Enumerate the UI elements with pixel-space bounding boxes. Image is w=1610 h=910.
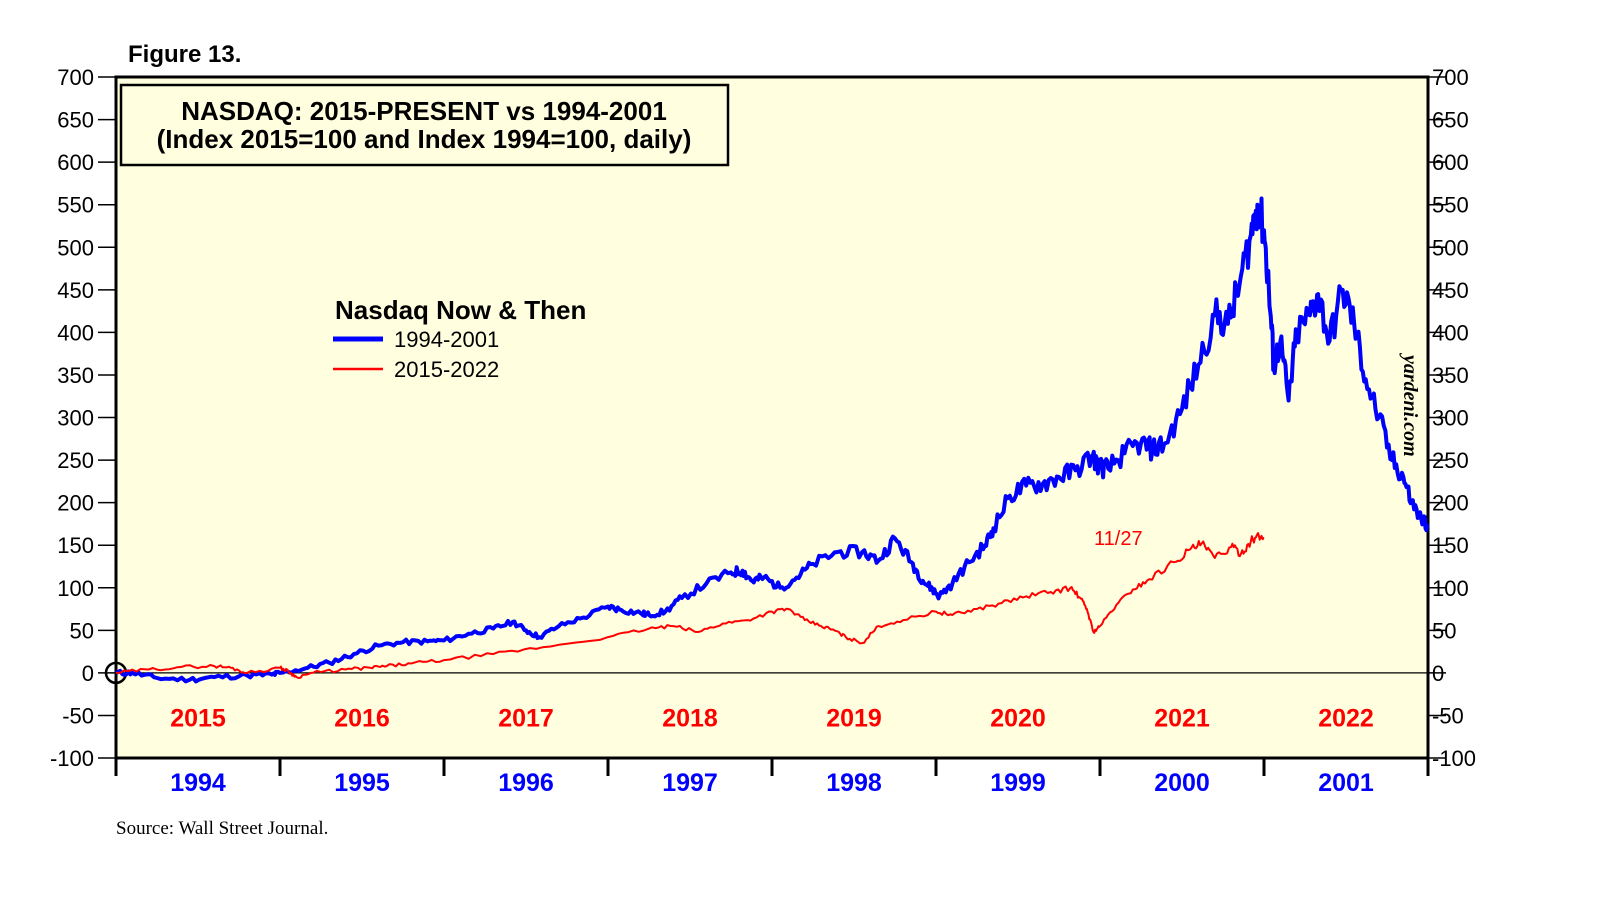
legend-label-1994: 1994-2001 [394,327,499,352]
series-line-2015-2022 [116,532,1265,679]
y-tick-label-left: 600 [57,150,94,175]
year-label-1994-series: 2000 [1154,769,1210,797]
y-tick-label-right: 500 [1432,235,1469,260]
y-tick-label-left: 700 [57,65,94,90]
y-tick-label-left: -50 [62,703,94,728]
legend: Nasdaq Now & Then 1994-2001 2015-2022 [333,295,586,382]
y-tick-label-right: 50 [1432,618,1456,643]
year-label-2015-series: 2016 [334,704,390,732]
y-tick-label-left: -100 [50,746,94,771]
y-tick-label-left: 0 [82,661,94,686]
y-tick-label-right: -100 [1432,746,1476,771]
year-label-1994-series: 1996 [498,769,554,797]
end-date-label: 11/27 [1094,528,1143,550]
year-label-1994-series: 2001 [1318,769,1374,797]
y-tick-label-right: 100 [1432,576,1469,601]
y-tick-label-left: 400 [57,320,94,345]
y-tick-label-right: 300 [1432,406,1469,431]
y-tick-label-left: 500 [57,235,94,260]
chart-title-line1: NASDAQ: 2015-PRESENT vs 1994-2001 [181,96,667,126]
y-tick-label-right: 550 [1432,193,1469,218]
y-tick-label-right: 150 [1432,533,1469,558]
y-tick-label-right: 600 [1432,150,1469,175]
y-tick-label-left: 450 [57,278,94,303]
y-tick-label-left: 250 [57,448,94,473]
y-tick-label-left: 50 [70,618,94,643]
y-tick-label-right: 0 [1432,661,1444,686]
plot-area [114,75,1430,760]
year-label-2015-series: 2017 [498,704,554,732]
y-tick-label-left: 650 [57,108,94,133]
y-tick-label-right: 450 [1432,278,1469,303]
legend-title: Nasdaq Now & Then [335,295,586,325]
year-label-1994-series: 1998 [826,769,882,797]
year-label-2015-series: 2020 [990,704,1046,732]
y-tick-label-right: 650 [1432,108,1469,133]
year-label-1994-series: 1995 [334,769,390,797]
title-box [119,83,730,167]
y-tick-label-right: 700 [1432,65,1469,90]
y-tick-label-left: 150 [57,533,94,558]
y-tick-label-right: -50 [1432,703,1464,728]
y-tick-label-left: 100 [57,576,94,601]
y-tick-label-left: 550 [57,193,94,218]
legend-label-2015: 2015-2022 [394,357,499,382]
source-note: Source: Wall Street Journal. [116,818,328,839]
year-label-2015-series: 2021 [1154,704,1210,732]
year-label-1994-series: 1999 [990,769,1046,797]
year-label-2015-series: 2018 [662,704,718,732]
year-label-1994-series: 1997 [662,769,718,797]
chart-title-line2: (Index 2015=100 and Index 1994=100, dail… [157,124,692,154]
watermark-yardeni: yardeni.com [1399,353,1421,457]
y-tick-label-right: 350 [1432,363,1469,388]
figure-label: Figure 13. [128,41,241,68]
y-tick-label-left: 200 [57,491,94,516]
year-label-2015-series: 2015 [170,704,226,732]
year-label-1994-series: 1994 [170,769,226,797]
chart-series [115,196,1430,684]
y-tick-label-left: 300 [57,406,94,431]
y-tick-label-right: 250 [1432,448,1469,473]
year-label-2015-series: 2019 [826,704,882,732]
y-tick-label-right: 200 [1432,491,1469,516]
y-tick-label-right: 400 [1432,320,1469,345]
year-label-2015-series: 2022 [1318,704,1374,732]
series-line-1994-2001 [115,196,1430,684]
y-tick-label-left: 350 [57,363,94,388]
